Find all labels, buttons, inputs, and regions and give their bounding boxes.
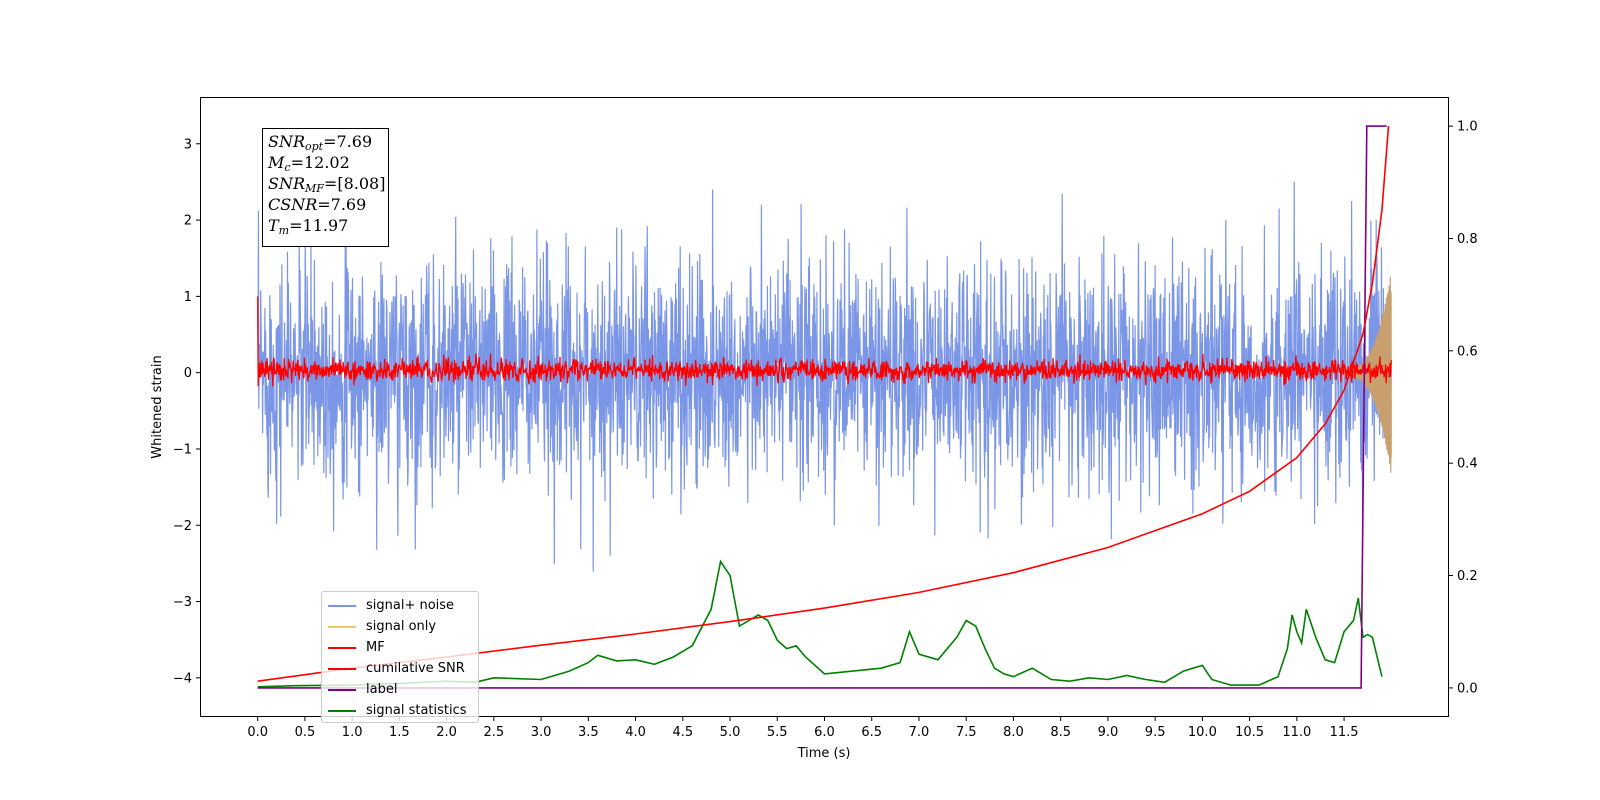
legend-item: cumilative SNR (328, 658, 472, 679)
y-axis-left: 3 2 1 0 −1 −2 −3 −4 (173, 137, 201, 686)
x-tick-label: 0.0 (247, 725, 268, 740)
plot-area (257, 125, 1392, 689)
y2-tick-label: 0.4 (1457, 457, 1478, 472)
x-tick-label: 5.0 (720, 725, 741, 740)
x-tick-label: 6.0 (814, 725, 835, 740)
y2-tick-label: 0.0 (1457, 681, 1478, 696)
series-mf (257, 296, 1392, 387)
y-tick-label: −1 (173, 442, 192, 457)
x-tick-label: 11.5 (1330, 725, 1359, 740)
x-tick-label: 1.0 (342, 725, 363, 740)
x-tick-label: 9.0 (1098, 725, 1119, 740)
y-tick-label: 3 (184, 137, 192, 152)
y-tick-label: −2 (173, 519, 192, 534)
legend-label: signal+ noise (366, 598, 455, 613)
annotation-row: Tm=11.97 (268, 216, 349, 237)
legend-swatch (328, 604, 356, 607)
y-tick-label: 1 (184, 290, 192, 305)
x-axis-label: Time (s) (797, 746, 851, 761)
x-tick-label: 11.0 (1282, 725, 1311, 740)
x-tick-label: 7.5 (956, 725, 977, 740)
legend-item: signal only (328, 616, 472, 637)
x-tick-label: 6.5 (861, 725, 882, 740)
legend-item: label (328, 679, 472, 700)
x-axis: 0.0 0.5 1.0 1.5 2.0 2.5 3.0 3.5 4.0 4.5 5.0 5.5 6.0 6… (247, 716, 1359, 740)
x-tick-label: 2.5 (484, 725, 505, 740)
stats-annotation-box: SNRopt=7.69 Mc=12.02 SNRMF=[8.08] CSNR=7.69… (262, 128, 389, 247)
x-tick-label: 10.0 (1188, 725, 1217, 740)
legend-item: signal+ noise (328, 595, 472, 616)
legend-label: MF (366, 640, 385, 655)
legend-swatch (328, 625, 356, 628)
annotation-row: SNRMF=[8.08] (268, 174, 386, 195)
x-tick-label: 8.0 (1003, 725, 1024, 740)
y-tick-label: 0 (184, 366, 192, 381)
legend-swatch (328, 667, 356, 670)
y2-tick-label: 0.6 (1457, 344, 1478, 359)
x-tick-label: 4.0 (625, 725, 646, 740)
series-label (257, 125, 1387, 689)
y2-tick-label: 1.0 (1457, 120, 1478, 135)
x-tick-label: 10.5 (1235, 725, 1264, 740)
legend-item: signal statistics (328, 700, 472, 721)
x-tick-label: 7.0 (909, 725, 930, 740)
y2-tick-label: 0.2 (1457, 569, 1478, 584)
x-tick-label: 5.5 (767, 725, 788, 740)
x-tick-label: 0.5 (295, 725, 316, 740)
y-tick-label: −4 (173, 671, 192, 686)
y-tick-label: −3 (173, 595, 192, 610)
series-cumulative-snr (257, 126, 1390, 682)
legend-label: label (366, 682, 398, 697)
annotation-row: SNRopt=7.69 (268, 132, 373, 153)
legend-swatch (328, 709, 356, 712)
y-tick-label: 2 (184, 214, 192, 229)
x-tick-label: 4.5 (672, 725, 693, 740)
y-axis-right: 1.0 0.8 0.6 0.4 0.2 0.0 (1448, 120, 1478, 696)
legend: signal+ noise signal only MF cumilative SNR… (321, 591, 479, 723)
x-tick-label: 3.5 (578, 725, 599, 740)
x-tick-label: 2.0 (436, 725, 457, 740)
legend-label: signal only (366, 619, 437, 634)
series-signal-statistics (257, 559, 1383, 688)
legend-swatch (328, 646, 356, 649)
annotation-row: Mc=12.02 (268, 153, 350, 174)
legend-item: MF (328, 637, 472, 658)
x-tick-label: 8.5 (1050, 725, 1071, 740)
y-axis-label: Whitened strain (150, 355, 165, 458)
series-signal-plus-noise (257, 181, 1392, 572)
annotation-row: CSNR=7.69 (268, 195, 367, 214)
legend-swatch (328, 688, 356, 691)
x-tick-label: 9.5 (1145, 725, 1166, 740)
y2-tick-label: 0.8 (1457, 232, 1478, 247)
legend-label: signal statistics (366, 703, 467, 718)
x-tick-label: 3.0 (531, 725, 552, 740)
x-tick-label: 1.5 (389, 725, 410, 740)
legend-label: cumilative SNR (366, 661, 465, 676)
